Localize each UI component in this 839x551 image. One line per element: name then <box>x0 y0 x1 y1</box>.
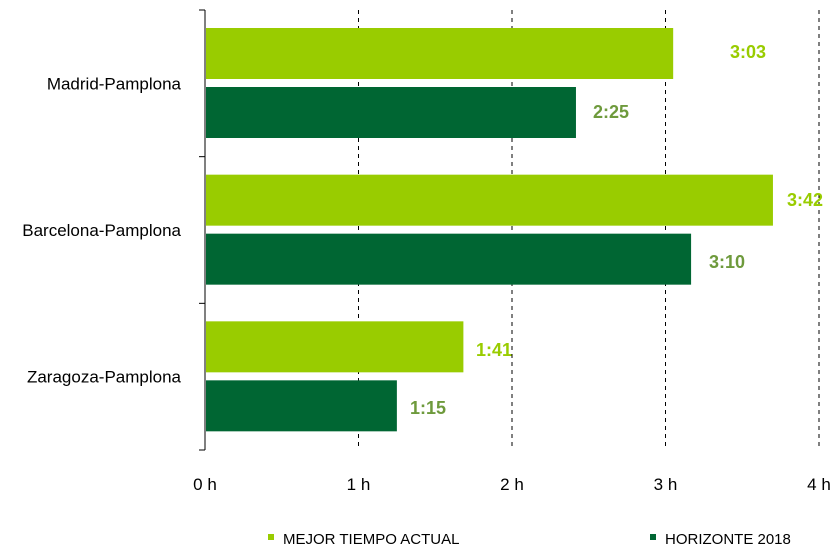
data-label: 1:41 <box>476 340 512 360</box>
x-tick-label: 0 h <box>193 475 217 494</box>
x-tick-label: 3 h <box>654 475 678 494</box>
legend-swatch <box>268 534 274 540</box>
x-tick-labels: 0 h 1 h 2 h 3 h 4 h <box>193 475 831 494</box>
data-label: 3:03 <box>730 42 766 62</box>
data-label: 2:25 <box>593 102 629 122</box>
legend-label: HORIZONTE 2018 <box>665 531 791 548</box>
x-tick-label: 2 h <box>500 475 524 494</box>
bar <box>206 234 691 285</box>
legend: MEJOR TIEMPO ACTUAL HORIZONTE 2018 <box>268 531 791 548</box>
bar <box>206 87 576 138</box>
legend-swatch <box>650 534 656 540</box>
data-label: 3:10 <box>709 252 745 272</box>
y-axis-ticks <box>199 10 205 450</box>
category-label: Barcelona-Pamplona <box>22 221 181 240</box>
bar <box>206 321 463 372</box>
x-tick-label: 4 h <box>807 475 831 494</box>
legend-label: MEJOR TIEMPO ACTUAL <box>283 531 459 548</box>
category-label: Madrid-Pamplona <box>47 74 182 93</box>
category-label: Zaragoza-Pamplona <box>27 368 182 387</box>
data-label: 1:15 <box>410 398 446 418</box>
bar <box>206 175 773 226</box>
x-tick-label: 1 h <box>347 475 371 494</box>
bars <box>206 28 773 431</box>
bar <box>206 28 673 79</box>
category-labels: Madrid-Pamplona Barcelona-Pamplona Zaragoz… <box>22 74 181 386</box>
data-label: 3:42 <box>787 190 823 210</box>
bar <box>206 380 397 431</box>
